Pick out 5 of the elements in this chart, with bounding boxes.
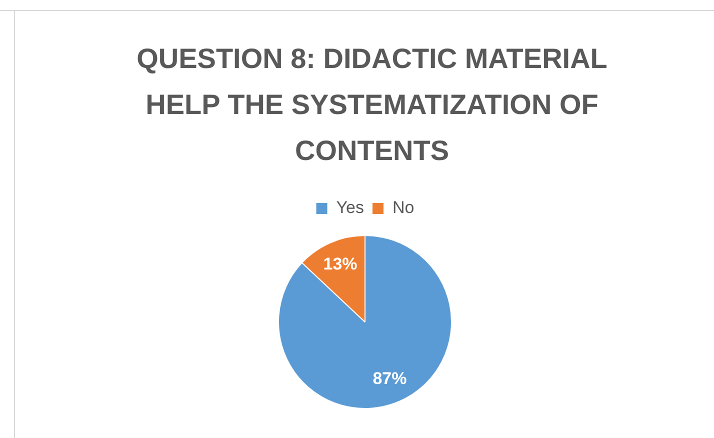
legend-label: No [392, 198, 414, 218]
data-label: 13% [323, 254, 358, 274]
chart-title: QUESTION 8: DIDACTIC MATERIAL HELP THE SYSTEMATIZATION OF CONTENTS [136, 42, 608, 168]
legend-label: Yes [336, 198, 364, 218]
data-label: 87% [372, 368, 407, 388]
